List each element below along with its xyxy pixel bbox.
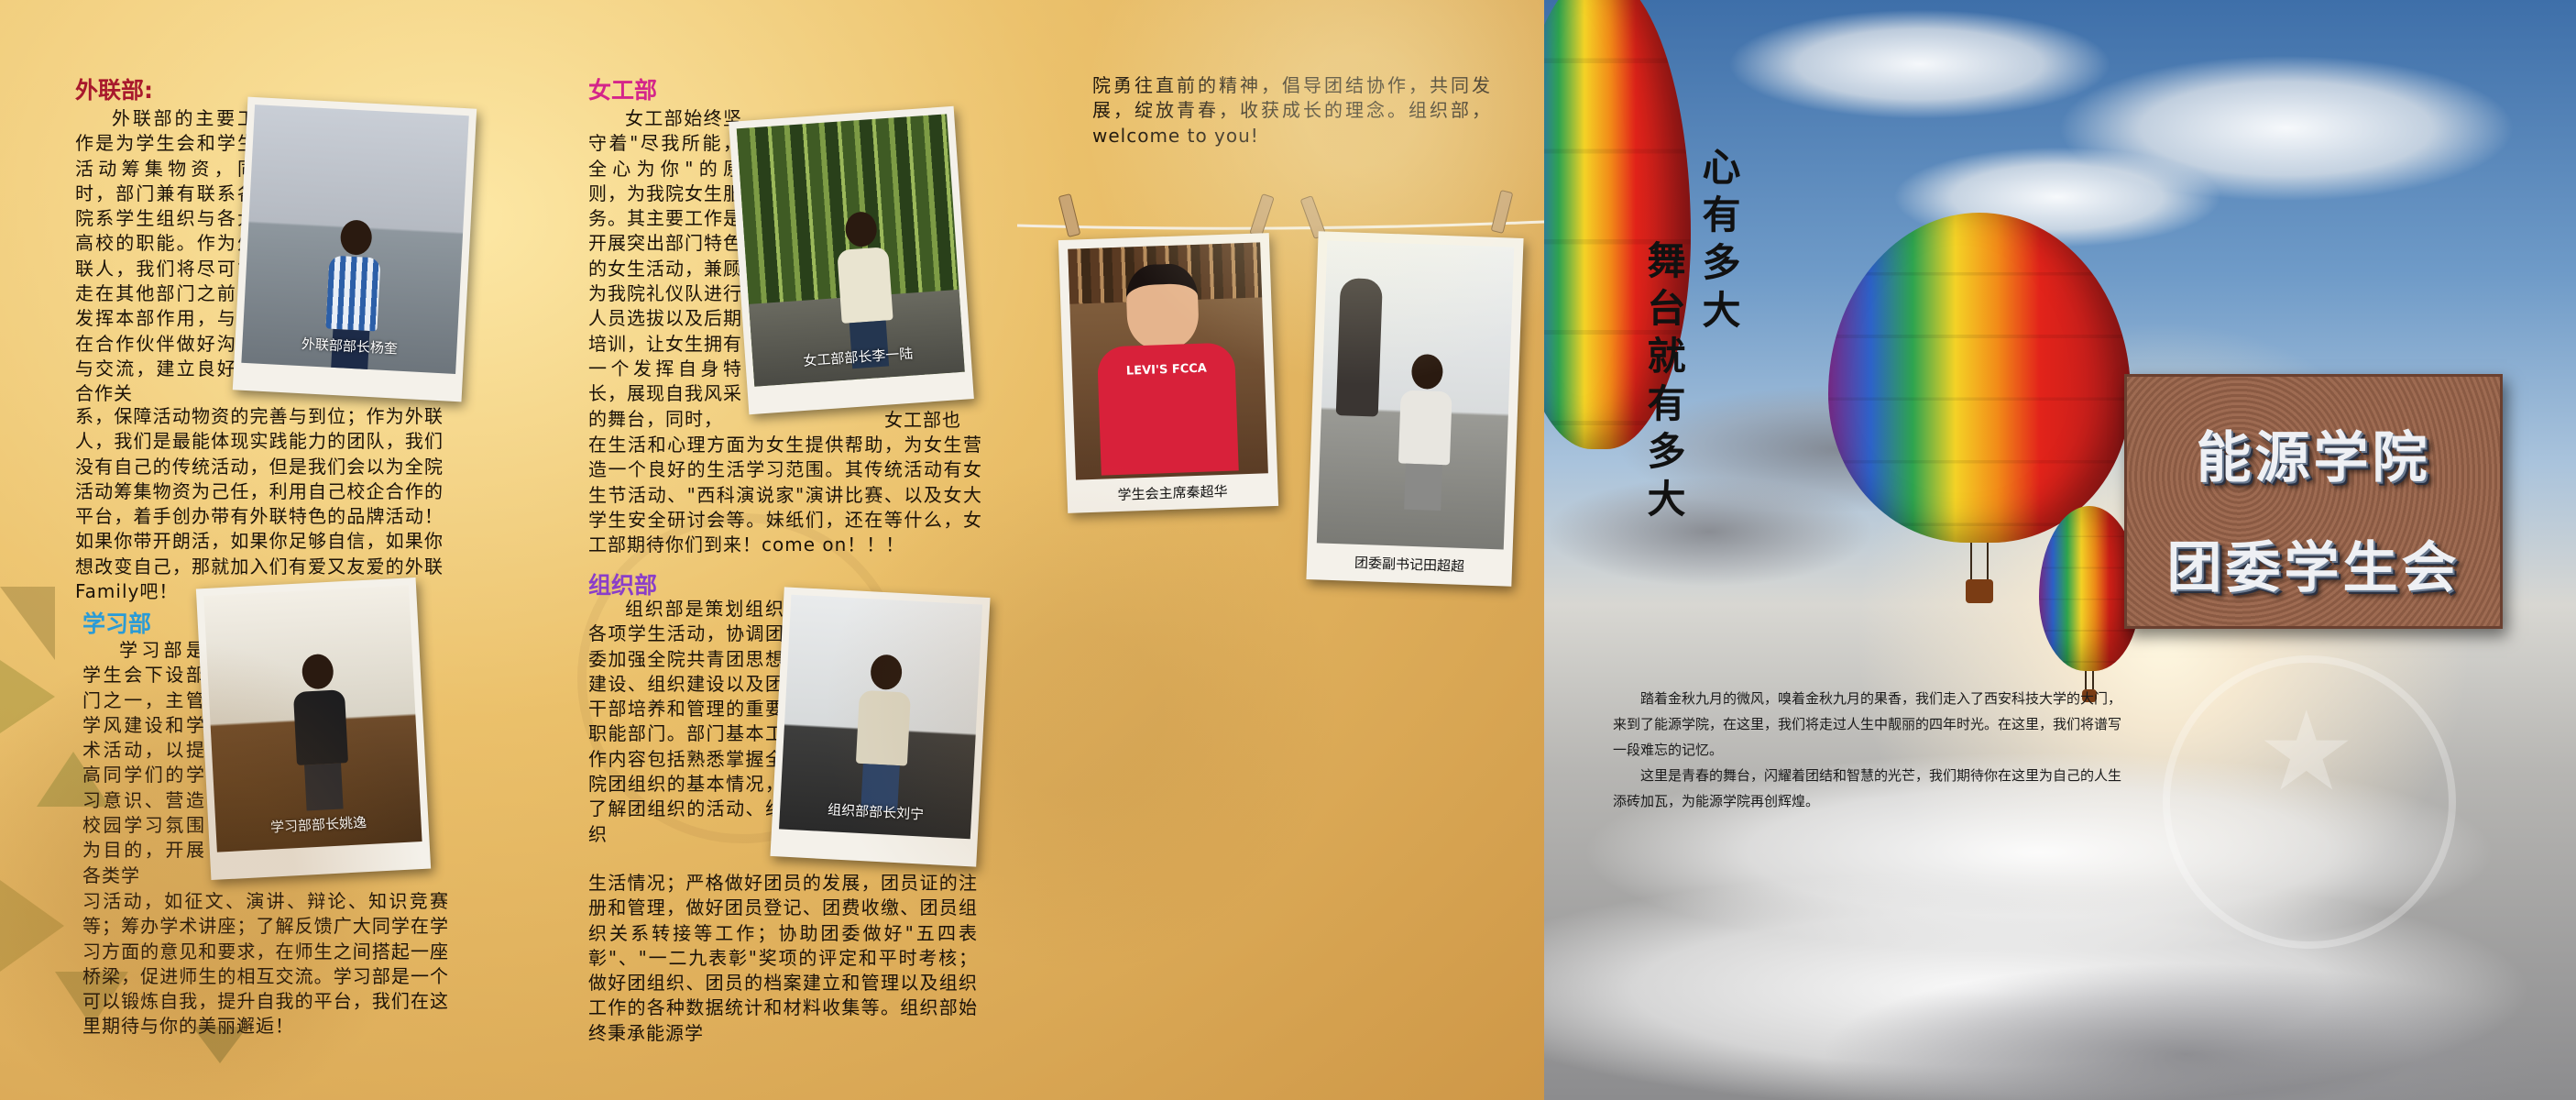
triangle-decoration xyxy=(0,880,64,972)
hot-air-balloon-center xyxy=(1828,213,2131,603)
nvgong-text-tail: 女工部也 xyxy=(884,409,961,431)
triangle-decoration xyxy=(0,587,55,660)
waillian-text-wrap: 外联部的主要工作是为学生会和学生活动筹集物资，同时，部门兼有联系各院系学生组织与… xyxy=(75,107,257,405)
statue-figure xyxy=(1335,278,1383,417)
intro-paragraph-2: 这里是青春的舞台，闪耀着团结和智慧的光芒，我们期待你在这里为自己的人生添砖加瓦，… xyxy=(1613,767,2122,809)
photo-zuzhi-head: 组织部部长刘宁 xyxy=(770,587,991,867)
plaque-line-1: 能源学院 xyxy=(2196,426,2431,490)
triangle-decoration xyxy=(55,972,128,1027)
photo-waillian-head: 外联部部长杨奎 xyxy=(232,96,477,402)
zuzhi-text-wrap: 组织部是策划组织各项学生活动，协调团委加强全院共青团思想建设、组织建设以及团干部… xyxy=(588,598,784,845)
xuexi-text-full: 习活动，如征文、演讲、辩论、知识竞赛等；筹办学术讲座；了解反馈广大同学在学习方面… xyxy=(82,890,449,1038)
section-title-xuexi: 学习部 xyxy=(82,610,152,637)
section-title-nvgong: 女工部 xyxy=(588,77,658,104)
person-shirt: LEVI'S FCCA xyxy=(1096,342,1239,476)
polaroid-caption: 学生会主席秦超华 xyxy=(1117,482,1228,504)
youth-league-emblem: ★ xyxy=(2163,655,2456,949)
intro-text: 踏着金秋九月的微风，嗅着金秋九月的果香，我们走入了西安科技大学的大门，来到了能源… xyxy=(1613,686,2126,814)
clothesline xyxy=(1017,220,1544,230)
nvgong-text-wrap: 女工部始终坚守着"尽我所能，全心为你"的原则，为我院女生服务。其主要工作是开展突… xyxy=(588,107,742,430)
photo-xuexi-head: 学习部部长姚逸 xyxy=(195,577,432,881)
triangle-decoration xyxy=(37,752,110,807)
zuzhi-text-continued: 院勇往直前的精神，倡导团结协作，共同发展，绽放青春，收获成长的理念。组织部，we… xyxy=(1092,74,1491,147)
star-icon: ★ xyxy=(2257,688,2356,816)
polaroid-vice-secretary: 团委副书记田超超 xyxy=(1306,231,1524,587)
person-figure xyxy=(1397,353,1453,512)
person-head xyxy=(1124,262,1200,350)
triangle-decoration xyxy=(0,660,55,733)
left-brochure-spread: 外联部: 外联部的主要工作是为学生会和学生活动筹集物资，同时，部门兼有联系各院系… xyxy=(0,0,1544,1100)
photo-nvgong-head: 女工部部长李一陆 xyxy=(729,105,974,415)
person-figure xyxy=(291,653,351,811)
cloud xyxy=(1819,962,2552,1100)
waillian-text-full: 系，保障活动物资的完善与到位；作为外联人，我们是最能体现实践能力的团队，我们没有… xyxy=(75,405,444,603)
slogan-line-2: 舞台就有多大 xyxy=(1641,240,1686,526)
cloud xyxy=(1544,477,1874,587)
zuzhi-text-full: 生活情况；严格做好团员的发展，团员证的注册和管理，做好团员登记、团费收缴、团员组… xyxy=(588,872,978,1044)
slogan-line-1: 心有多大 xyxy=(1696,147,1741,337)
polaroid-chairman: LEVI'S FCCA 学生会主席秦超华 xyxy=(1058,233,1279,513)
xuexi-text-wrap: 学习部是学生会下设部门之一，主管学风建设和学术活动，以提高同学们的学习意识、营造… xyxy=(82,639,205,886)
hot-air-balloon-left xyxy=(1544,0,1691,449)
title-plaque: 能源学院 团委学生会 xyxy=(2124,374,2503,629)
person-figure xyxy=(853,654,913,812)
triangle-decoration xyxy=(192,1027,247,1063)
photo-image xyxy=(1316,240,1515,550)
intro-paragraph-1: 踏着金秋九月的微风，嗅着金秋九月的果香，我们走入了西安科技大学的大门，来到了能源… xyxy=(1613,690,2122,758)
section-title-waillian: 外联部: xyxy=(75,77,153,104)
nvgong-text-full: 在生活和心理方面为女生提供帮助，为女生营造一个良好的生活学习范围。其传统活动有女… xyxy=(588,434,982,556)
plaque-line-2: 团委学生会 xyxy=(2166,536,2461,600)
section-title-zuzhi: 组织部 xyxy=(588,572,658,599)
hot-air-balloon-small xyxy=(2039,506,2140,702)
cloud xyxy=(1727,9,2112,119)
polaroid-caption: 团委副书记田超超 xyxy=(1354,554,1465,575)
photo-image: LEVI'S FCCA xyxy=(1068,242,1268,480)
